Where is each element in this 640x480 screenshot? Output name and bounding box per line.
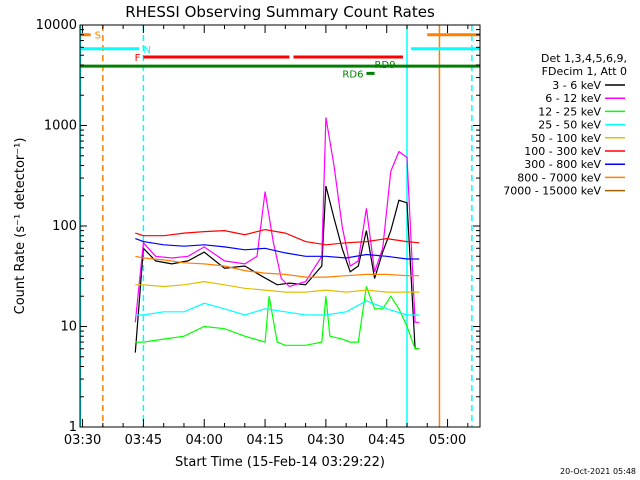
series-line-5 xyxy=(135,228,420,246)
y-tick-label-4: 10000 xyxy=(36,18,77,33)
y-tick-label-0: 1 xyxy=(69,420,77,435)
series-line-6 xyxy=(135,238,420,260)
legend-label-7: 800 - 7000 keV xyxy=(517,171,601,184)
series-line-7 xyxy=(135,255,420,278)
annotation-bars: S NF RD9 RD6 xyxy=(80,31,480,80)
legend-label-4: 50 - 100 keV xyxy=(531,132,601,145)
y-tick-label-1: 10 xyxy=(60,320,77,335)
legend-label-1: 6 - 12 keV xyxy=(545,92,601,105)
axes: 1 10 100 1000 10000 03:30 03:45 04:00 04:15 04:30… xyxy=(36,18,480,448)
legend-label-5: 100 - 300 keV xyxy=(524,145,601,158)
annotation-label-2: N xyxy=(143,45,150,56)
annotation-label-6: RD9 xyxy=(375,60,396,71)
series-lines xyxy=(134,117,420,353)
legend-label-2: 12 - 25 keV xyxy=(538,105,601,118)
annotation-label-7: RD6 xyxy=(342,69,363,80)
x-tick-label-2: 04:00 xyxy=(185,433,222,448)
series-line-1 xyxy=(134,117,420,323)
x-tick-label-5: 04:45 xyxy=(368,433,405,448)
series-line-0 xyxy=(134,185,420,353)
y-axis-label: Count Rate (s⁻¹ detector⁻¹) xyxy=(13,138,28,315)
series-line-3 xyxy=(135,300,420,316)
x-tick-label-4: 04:30 xyxy=(307,433,344,448)
y-tick-label-2: 100 xyxy=(52,219,77,234)
x-tick-label-1: 03:45 xyxy=(125,433,162,448)
x-tick-label-3: 04:15 xyxy=(246,433,283,448)
series-line-4 xyxy=(135,280,420,293)
annotation-label-4: F xyxy=(135,53,141,64)
footer-date: 20-Oct-2021 05:48 xyxy=(560,467,636,476)
legend-label-3: 25 - 50 keV xyxy=(538,119,601,132)
plot-frame xyxy=(79,24,481,428)
x-tick-label-6: 05:00 xyxy=(429,433,466,448)
legend-label-8: 7000 - 15000 keV xyxy=(503,185,601,198)
legend-header-1: FDecim 1, Att 0 xyxy=(542,65,627,78)
legend-label-6: 300 - 800 keV xyxy=(524,158,601,171)
legend-label-0: 3 - 6 keV xyxy=(552,79,601,92)
legend-header-0: Det 1,3,4,5,6,9, xyxy=(541,52,627,65)
x-axis-label: Start Time (15-Feb-14 03:29:22) xyxy=(175,455,385,470)
x-tick-label-0: 03:30 xyxy=(64,433,101,448)
y-tick-label-3: 1000 xyxy=(44,119,77,134)
chart-title: RHESSI Observing Summary Count Rates xyxy=(125,3,435,21)
annotation-label-0: S xyxy=(95,31,101,42)
series-line-2 xyxy=(135,286,420,350)
legend: Det 1,3,4,5,6,9,FDecim 1, Att 03 - 6 keV… xyxy=(503,52,627,198)
vertical-markers xyxy=(79,25,473,427)
